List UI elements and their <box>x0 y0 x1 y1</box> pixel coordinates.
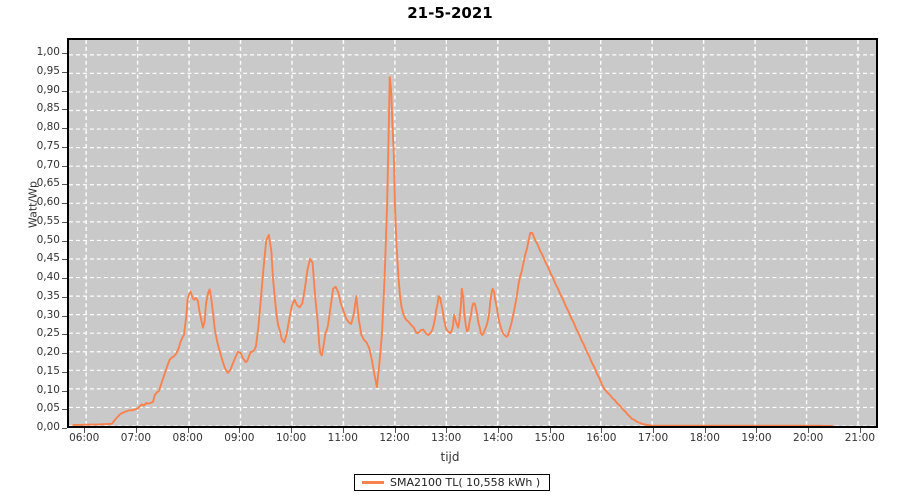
legend-color-swatch <box>362 481 384 484</box>
y-axis-tick-mark <box>62 165 67 167</box>
y-axis-tick-label: 0,90 <box>36 83 60 96</box>
y-axis-tick-label: 1,00 <box>36 46 60 58</box>
y-axis-tick-mark <box>62 128 67 129</box>
data-series-layer <box>72 76 834 426</box>
y-axis-tick-mark <box>62 259 67 261</box>
y-axis-tick-mark <box>62 353 67 354</box>
x-axis-tick-label: 12:00 <box>379 432 410 444</box>
y-axis-tick-mark <box>62 146 67 148</box>
x-axis-tick-label: 07:00 <box>120 432 152 444</box>
y-axis-tick-mark <box>62 409 67 411</box>
y-axis-tick-labels: 0,00 0,05 0,10 0,15 0,20 0,25 0,30 0,35 0,40 0,45… <box>18 0 60 500</box>
x-axis-tick-label: 18:00 <box>689 432 720 444</box>
x-axis-tick-label: 19:00 <box>741 432 772 444</box>
y-axis-tick-label: 0,25 <box>36 327 60 340</box>
y-axis-tick-mark <box>62 371 67 373</box>
x-axis-tick-mark <box>704 428 706 433</box>
x-axis-tick-mark <box>497 428 499 433</box>
chart-legend[interactable]: SMA2100 TL( 10,558 kWh ) <box>354 474 551 491</box>
y-axis-tick-mark <box>62 53 67 54</box>
y-axis-tick-label: 0,50 <box>36 233 60 246</box>
x-axis-tick-label: 15:00 <box>534 432 565 444</box>
y-axis-spine <box>67 38 69 428</box>
x-axis-label: tijd <box>440 450 460 464</box>
x-axis-tick-label: 08:00 <box>172 432 203 444</box>
y-axis-tick-label: 0,05 <box>36 402 60 415</box>
y-axis-tick-mark <box>62 240 67 242</box>
plot-area <box>67 38 878 428</box>
y-axis-tick-label: 0,45 <box>36 252 60 265</box>
y-axis-tick-mark <box>62 221 67 223</box>
x-axis-tick-label: 14:00 <box>482 432 514 444</box>
y-axis-tick-mark <box>62 109 67 111</box>
y-axis-tick-label: 0,95 <box>36 64 60 77</box>
y-axis-tick-mark <box>62 184 67 186</box>
x-axis-tick-mark <box>135 428 137 433</box>
x-axis-tick-label: 13:00 <box>431 432 462 444</box>
x-axis-tick-mark <box>808 428 810 433</box>
x-axis-tick-mark <box>394 428 396 433</box>
x-axis-tick-label: 20:00 <box>793 432 824 444</box>
x-axis-tick-label: 09:00 <box>224 432 255 444</box>
y-axis-tick-mark <box>62 334 67 336</box>
x-axis-spine <box>67 426 878 428</box>
legend-entry-label: SMA2100 TL( 10,558 kWh ) <box>390 476 541 489</box>
y-axis-tick-mark <box>62 203 67 204</box>
x-axis-tick-mark <box>291 428 293 433</box>
y-axis-tick-label: 0,55 <box>36 214 60 227</box>
y-axis-tick-mark <box>62 278 67 279</box>
y-axis-tick-mark <box>62 315 67 317</box>
x-axis-tick-mark <box>859 428 861 433</box>
y-axis-tick-label: 0,35 <box>36 289 60 302</box>
y-axis-tick-label: 0,85 <box>36 102 60 115</box>
x-axis-tick-label: 17:00 <box>637 432 669 444</box>
chart-title: 21-5-2021 <box>407 4 493 22</box>
y-axis-tick-mark <box>62 71 67 73</box>
y-axis-tick-label: 0,10 <box>36 383 60 396</box>
y-axis-tick-label: 0,20 <box>36 346 60 358</box>
y-axis-tick-mark <box>62 90 67 92</box>
y-axis-tick-label: 0,40 <box>36 271 60 283</box>
x-axis-tick-mark <box>549 428 551 433</box>
x-axis-tick-mark <box>342 428 344 433</box>
y-axis-tick-label: 0,00 <box>36 421 60 433</box>
y-axis-tick-mark <box>62 428 67 429</box>
y-axis-tick-label: 0,70 <box>36 158 60 171</box>
series-line <box>72 76 834 426</box>
y-axis-tick-label: 0,60 <box>36 196 60 208</box>
x-axis-tick-label: 06:00 <box>69 432 100 444</box>
x-axis-tick-mark <box>446 428 448 433</box>
gridlines <box>69 40 876 426</box>
y-axis-tick-label: 0,15 <box>36 364 60 377</box>
y-axis-tick-label: 0,75 <box>36 139 60 152</box>
x-axis-tick-mark <box>84 428 86 433</box>
x-axis-tick-label: 10:00 <box>275 432 307 444</box>
x-axis-tick-mark <box>187 428 189 433</box>
y-axis-tick-label: 0,65 <box>36 177 60 190</box>
y-axis-tick-label: 0,80 <box>36 121 60 133</box>
x-axis-tick-label: 16:00 <box>586 432 617 444</box>
x-axis-tick-mark <box>239 428 241 433</box>
y-axis-tick-mark <box>62 390 67 392</box>
x-axis-tick-label: 21:00 <box>844 432 876 444</box>
y-axis-tick-label: 0,30 <box>36 308 60 321</box>
x-axis-tick-label: 11:00 <box>327 432 358 444</box>
x-axis-tick-mark <box>653 428 655 433</box>
x-axis-tick-mark <box>601 428 603 433</box>
x-axis-tick-mark <box>756 428 758 433</box>
y-axis-tick-mark <box>62 296 67 298</box>
